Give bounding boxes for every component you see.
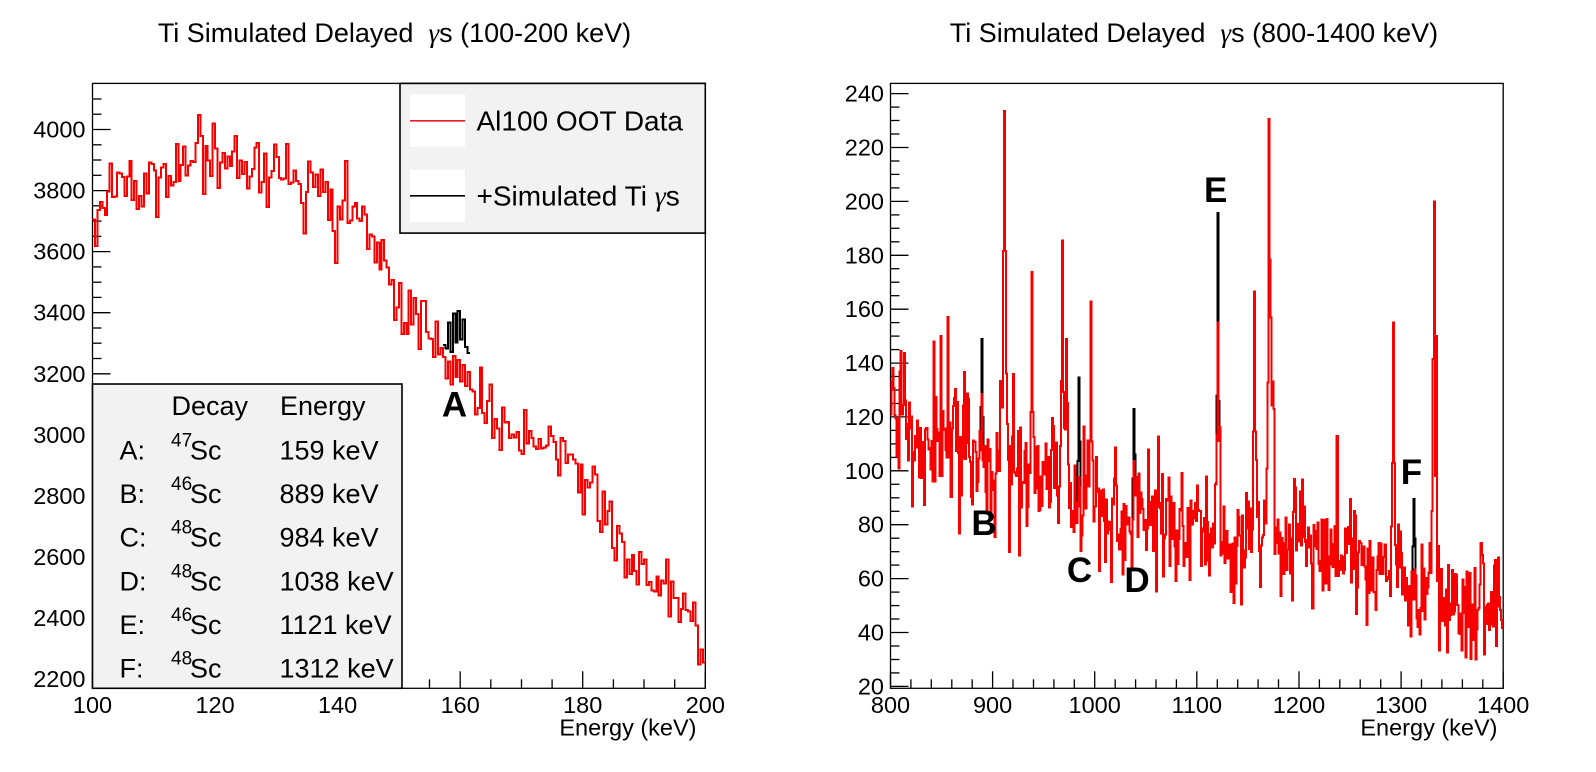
svg-text:A:: A: [120,436,146,466]
svg-text:4000: 4000 [33,117,85,143]
svg-text:1312 keV: 1312 keV [280,654,394,684]
svg-text:180: 180 [845,242,884,268]
svg-text:200: 200 [686,692,725,718]
svg-text:D:: D: [120,566,147,596]
svg-text:1200: 1200 [1273,692,1325,718]
svg-text:Ti Simulated Delayed γs (800-: Ti Simulated Delayed γs (800-1400 keV) [950,18,1438,48]
svg-text:160: 160 [845,296,884,322]
svg-text:2400: 2400 [33,605,85,631]
svg-text:120: 120 [195,692,234,718]
svg-text:40: 40 [858,620,884,646]
svg-text:A: A [442,386,467,425]
svg-text:1300: 1300 [1375,692,1427,718]
svg-text:140: 140 [845,350,884,376]
svg-text:E: E [1204,171,1227,210]
svg-text:Energy (keV): Energy (keV) [559,715,696,741]
svg-text:C: C [1067,551,1092,590]
svg-text:46: 46 [171,605,192,626]
svg-text:1400: 1400 [1477,692,1529,718]
svg-text:Ti Simulated Delayed γs (100-: Ti Simulated Delayed γs (100-200 keV) [158,18,631,48]
svg-text:900: 900 [973,692,1012,718]
svg-text:Sc: Sc [190,566,222,596]
svg-text:1038 keV: 1038 keV [280,566,394,596]
svg-text:3800: 3800 [33,178,85,204]
svg-text:120: 120 [845,404,884,430]
svg-text:Sc: Sc [190,610,222,640]
svg-text:Energy: Energy [280,391,366,421]
svg-text:Decay: Decay [172,391,249,421]
svg-text:1121 keV: 1121 keV [280,610,392,640]
svg-text:E:: E: [120,610,146,640]
svg-text:2600: 2600 [33,544,85,570]
svg-text:800: 800 [871,692,910,718]
svg-text:Energy (keV): Energy (keV) [1360,715,1497,741]
svg-text:47: 47 [171,431,192,452]
svg-text:+Simulated Ti γs: +Simulated Ti γs [477,181,680,213]
svg-text:Sc: Sc [190,479,222,509]
svg-text:3600: 3600 [33,239,85,265]
svg-text:80: 80 [858,512,884,538]
svg-text:2200: 2200 [33,666,85,692]
svg-text:48: 48 [171,561,192,582]
svg-text:3000: 3000 [33,422,85,448]
svg-text:3200: 3200 [33,361,85,387]
svg-text:100: 100 [73,692,112,718]
svg-text:140: 140 [318,692,357,718]
svg-text:889 keV: 889 keV [280,479,379,509]
svg-text:200: 200 [845,188,884,214]
svg-text:48: 48 [171,649,192,670]
svg-text:20: 20 [858,673,884,699]
svg-text:Sc: Sc [190,654,222,684]
svg-text:159 keV: 159 keV [280,436,379,466]
svg-text:B:: B: [120,479,146,509]
svg-text:60: 60 [858,566,884,592]
svg-text:1100: 1100 [1172,692,1223,718]
svg-text:C:: C: [120,523,147,553]
svg-text:Al100 OOT Data: Al100 OOT Data [477,106,684,137]
svg-text:984 keV: 984 keV [280,523,379,553]
svg-text:3400: 3400 [33,300,85,326]
svg-text:D: D [1124,561,1149,600]
svg-text:B: B [971,504,996,543]
svg-text:160: 160 [441,692,480,718]
svg-text:F: F [1401,453,1422,492]
svg-text:180: 180 [563,692,602,718]
svg-text:Sc: Sc [190,523,222,553]
svg-text:2800: 2800 [33,483,85,509]
svg-text:100: 100 [845,458,884,484]
svg-text:F:: F: [120,654,144,684]
svg-text:46: 46 [171,474,192,495]
svg-text:220: 220 [845,135,884,161]
svg-text:Sc: Sc [190,436,222,466]
svg-text:240: 240 [845,81,884,107]
svg-text:48: 48 [171,518,192,539]
svg-text:1000: 1000 [1069,692,1121,718]
